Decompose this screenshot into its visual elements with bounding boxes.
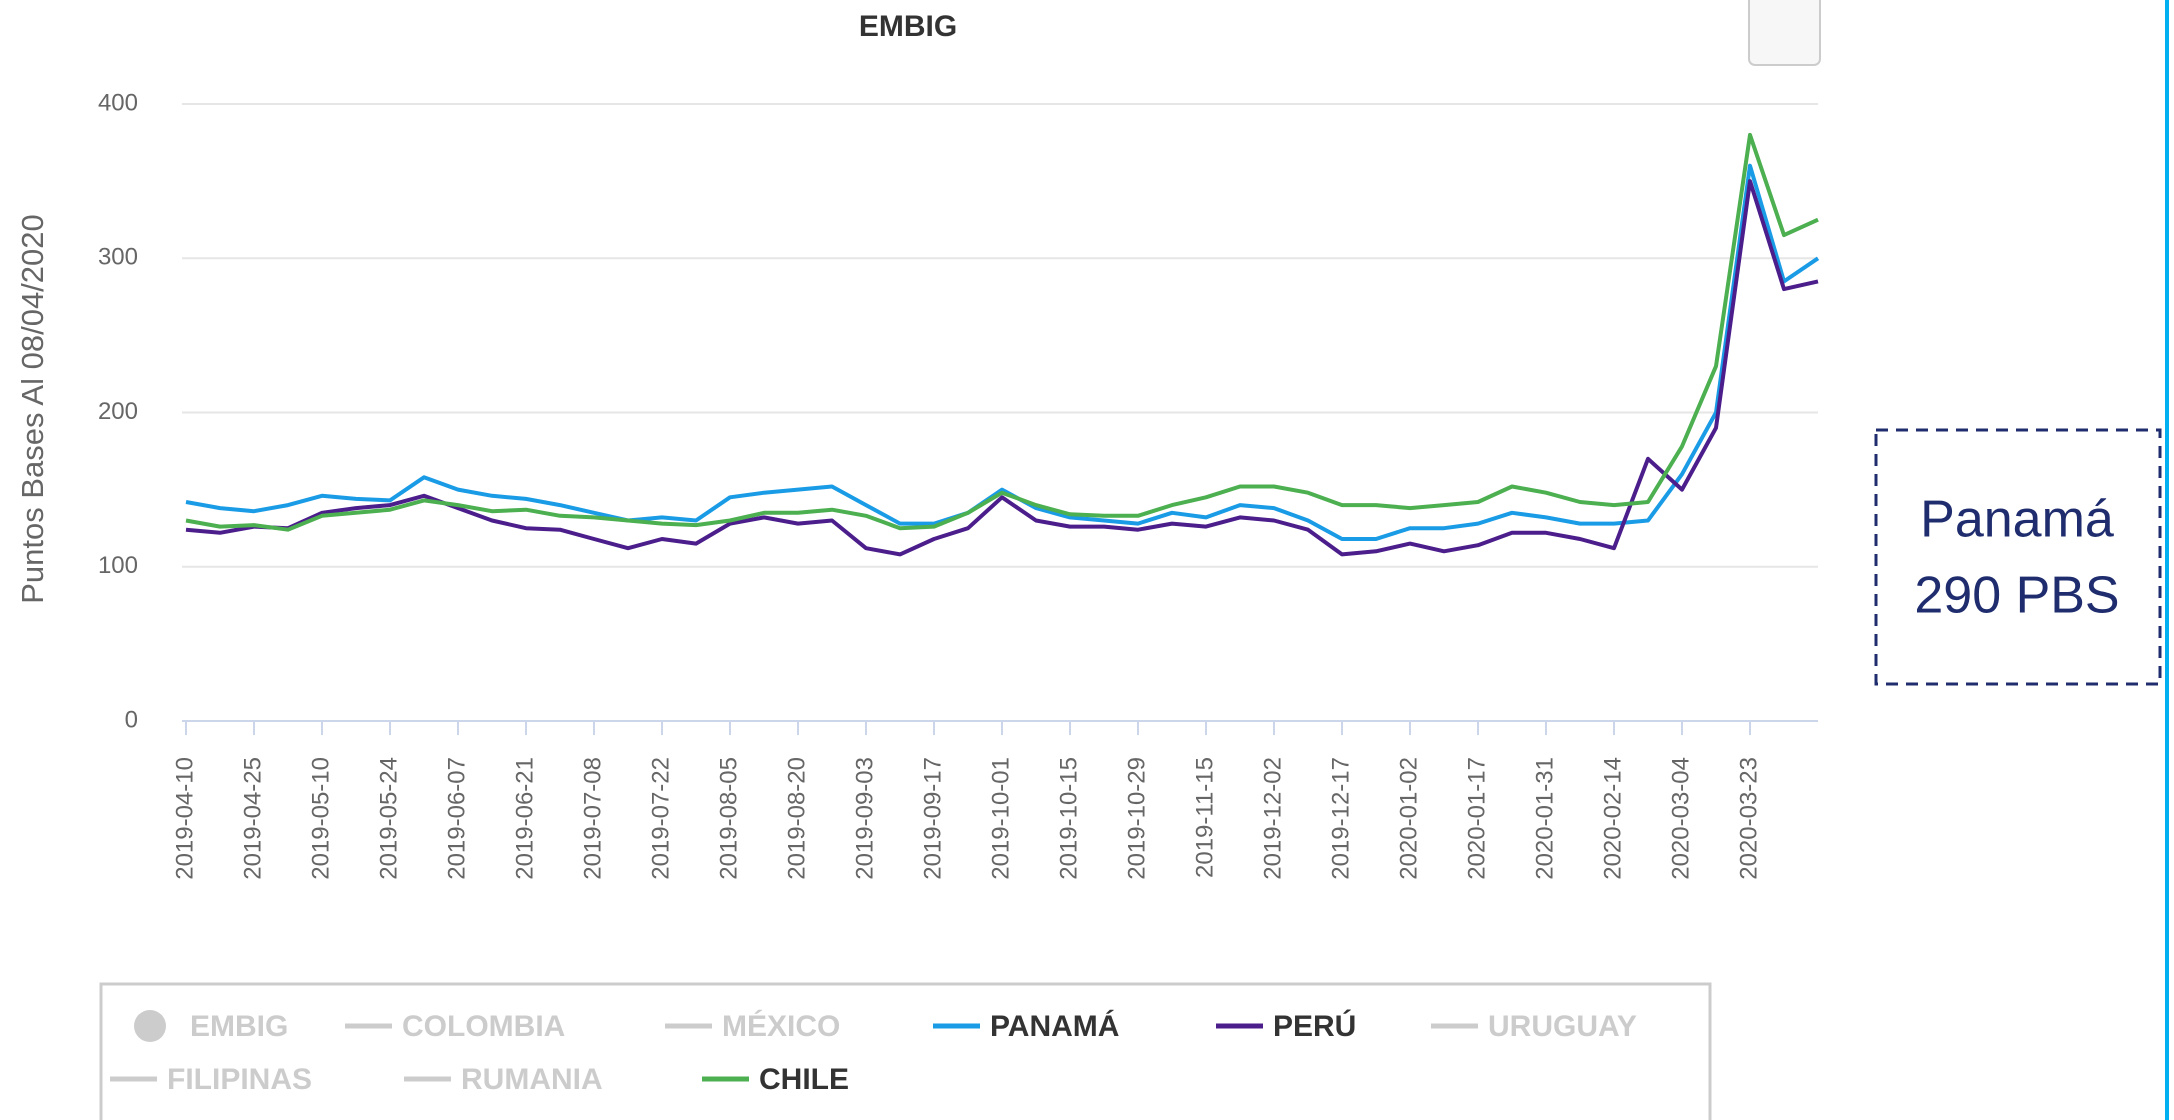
legend-label[interactable]: CHILE [759,1063,849,1096]
x-tick-label: 2019-05-10 [307,757,334,880]
x-tick-label: 2019-07-22 [647,757,674,880]
x-tick-label: 2020-01-02 [1395,757,1422,880]
series-line [185,163,1820,541]
x-tick-label: 2020-03-23 [1735,757,1762,880]
x-tick-label: 2019-04-10 [171,757,198,880]
menu-button[interactable] [1748,0,1821,66]
legend-label[interactable]: PERÚ [1273,1009,1356,1043]
y-tick-label: 0 [125,706,138,733]
series-line [185,179,1819,557]
x-tick-label: 2019-08-20 [783,757,810,880]
legend-label[interactable]: URUGUAY [1488,1010,1637,1043]
x-tick-label: 2019-09-03 [851,757,878,880]
x-tick-label: 2019-08-05 [715,757,742,880]
legend-label[interactable]: FILIPINAS [167,1063,312,1096]
x-tick-label: 2020-01-17 [1463,757,1490,880]
y-tick-label: 200 [98,398,138,425]
x-tick-label: 2019-07-08 [579,757,606,880]
x-tick-label: 2019-04-25 [239,757,266,880]
x-tick-label: 2019-12-02 [1259,757,1286,880]
x-tick-label: 2020-01-31 [1531,757,1558,880]
y-tick-label: 300 [98,244,138,271]
annotation-line: 290 PBS [1914,567,2119,625]
series-line [185,132,1819,532]
x-tick-label: 2020-03-04 [1667,757,1694,880]
legend-label[interactable]: PANAMÁ [990,1009,1119,1043]
x-tick-label: 2019-06-07 [443,757,470,880]
x-tick-label: 2019-10-15 [1055,757,1082,880]
legend-label[interactable]: MÉXICO [722,1009,840,1043]
legend-symbol[interactable] [134,1010,166,1042]
x-tick-label: 2019-11-15 [1191,757,1218,878]
annotation-line: Panamá [1920,491,2114,549]
annotation-box [1874,428,2162,686]
legend-label[interactable]: COLOMBIA [402,1010,565,1043]
x-tick-label: 2019-10-01 [987,757,1014,880]
legend-label[interactable]: EMBIG [190,1010,288,1043]
legend-label[interactable]: RUMANIA [461,1063,603,1096]
x-tick-label: 2019-10-29 [1123,757,1150,880]
chart-title: EMBIG [859,10,957,43]
y-tick-label: 100 [98,552,138,579]
x-tick-label: 2020-02-14 [1599,757,1626,880]
x-tick-label: 2019-09-17 [919,757,946,880]
legend-box [99,982,1712,1120]
y-axis-label: Puntos Bases Al 08/04/2020 [15,214,50,604]
x-tick-label: 2019-06-21 [511,757,538,880]
x-tick-label: 2019-05-24 [375,757,402,880]
x-tick-label: 2019-12-17 [1327,757,1354,880]
y-tick-label: 400 [98,89,138,116]
